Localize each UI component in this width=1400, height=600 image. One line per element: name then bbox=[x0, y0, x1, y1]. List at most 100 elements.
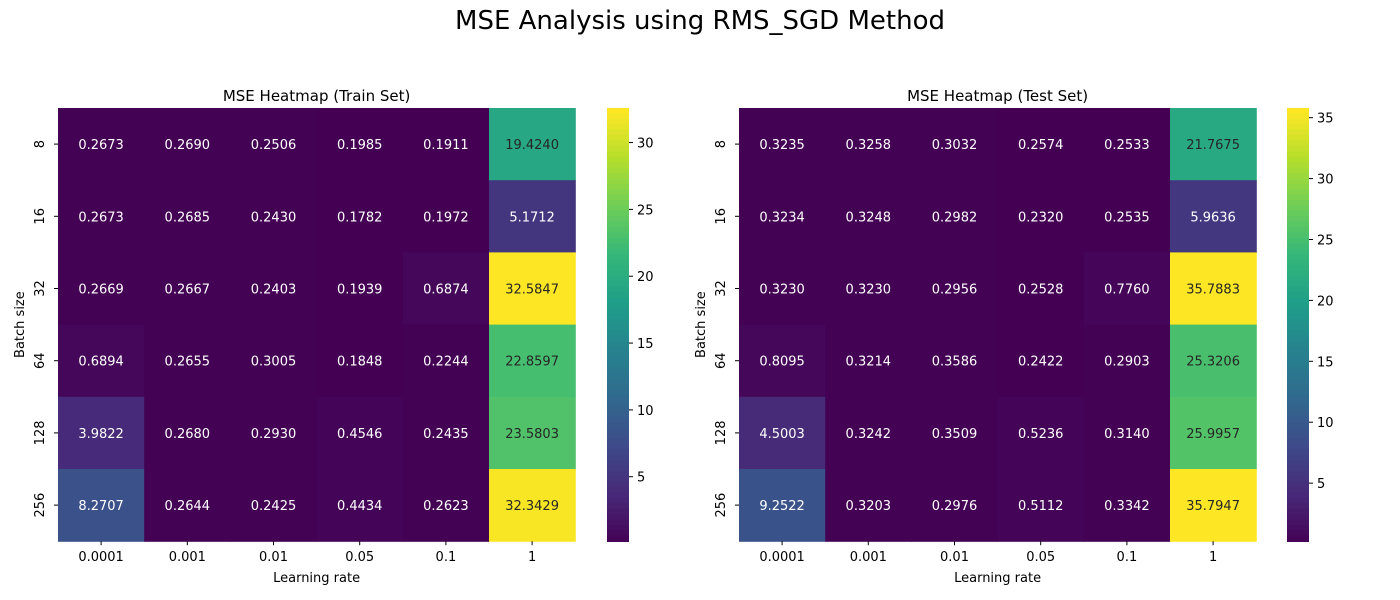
heatmap-cell bbox=[739, 180, 826, 253]
colorbar-segment bbox=[1287, 265, 1309, 272]
colorbar-segment bbox=[607, 394, 629, 402]
colorbar-segment bbox=[1287, 216, 1309, 223]
heatmap-cell bbox=[489, 180, 576, 253]
heatmap-cell bbox=[316, 324, 404, 398]
heatmap-cell bbox=[997, 252, 1085, 326]
colorbar-segment bbox=[607, 200, 629, 207]
cell-value-label: 0.3140 bbox=[1104, 427, 1150, 442]
cell-value-label: 0.2690 bbox=[165, 138, 211, 153]
cell-value-label: 25.9957 bbox=[1186, 427, 1240, 442]
heatmap-cell bbox=[230, 108, 318, 181]
cell-value-label: 0.2903 bbox=[1104, 355, 1150, 370]
heatmap-cell bbox=[997, 108, 1085, 181]
heatmap-cell bbox=[58, 324, 145, 398]
colorbar-segment bbox=[1287, 156, 1309, 163]
colorbar-segment bbox=[1287, 476, 1309, 483]
cell-value-label: 0.5236 bbox=[1018, 427, 1064, 442]
colorbar-segment bbox=[1287, 524, 1309, 532]
colorbar-segment bbox=[1287, 108, 1309, 115]
cell-value-label: 0.3235 bbox=[759, 138, 805, 153]
heatmap-cell bbox=[1170, 469, 1257, 542]
colorbar-segment bbox=[1287, 443, 1309, 450]
heatmap-cell bbox=[911, 180, 999, 253]
colorbar-segment bbox=[1287, 248, 1309, 256]
colorbar-segment bbox=[607, 362, 629, 369]
subplot-title: MSE Heatmap (Test Set) bbox=[907, 87, 1088, 105]
cell-value-label: 8.2707 bbox=[78, 499, 124, 514]
figure-title: MSE Analysis using RMS_SGD Method bbox=[455, 6, 945, 36]
colorbar-segment bbox=[1287, 324, 1309, 331]
x-tick-label: 0.01 bbox=[940, 550, 969, 565]
heatmap-cell bbox=[230, 396, 318, 470]
colorbar-segment bbox=[607, 178, 629, 185]
colorbar-segment bbox=[1287, 210, 1309, 218]
colorbar-segment bbox=[607, 232, 629, 239]
cell-value-label: 0.2956 bbox=[932, 283, 978, 298]
cell-value-label: 0.1911 bbox=[423, 138, 469, 153]
colorbar-tick-label: 10 bbox=[1317, 416, 1334, 431]
heatmap-cell bbox=[911, 396, 999, 470]
heatmap-cell bbox=[316, 108, 404, 181]
heatmap-cell bbox=[144, 324, 231, 398]
colorbar-segment bbox=[607, 275, 629, 283]
cell-value-label: 0.6874 bbox=[423, 283, 469, 298]
heatmap-cell bbox=[1083, 469, 1171, 542]
colorbar-segment bbox=[1287, 362, 1309, 369]
cell-value-label: 0.3214 bbox=[846, 355, 892, 370]
heatmap-cell bbox=[911, 252, 999, 326]
colorbar-segment bbox=[607, 145, 629, 153]
heatmap-cell bbox=[489, 324, 576, 398]
colorbar-segment bbox=[1287, 194, 1309, 201]
colorbar-segment bbox=[1287, 270, 1309, 277]
x-tick-label: 0.01 bbox=[259, 550, 288, 565]
cell-value-label: 0.2669 bbox=[78, 283, 124, 298]
colorbar-segment bbox=[1287, 432, 1309, 440]
colorbar-segment bbox=[1287, 113, 1309, 120]
cell-value-label: 0.3248 bbox=[846, 210, 892, 225]
colorbar-segment bbox=[607, 351, 629, 358]
heatmap-cell bbox=[1170, 324, 1257, 398]
cell-value-label: 0.2320 bbox=[1018, 210, 1064, 225]
cell-value-label: 5.9636 bbox=[1190, 210, 1236, 225]
colorbar-segment bbox=[1287, 178, 1309, 185]
cell-value-label: 22.8597 bbox=[505, 355, 559, 370]
heatmap-cell bbox=[316, 469, 404, 542]
cell-value-label: 0.2403 bbox=[251, 283, 297, 298]
colorbar-segment bbox=[1287, 427, 1309, 434]
colorbar-segment bbox=[607, 292, 629, 299]
colorbar-segment bbox=[1287, 227, 1309, 234]
heatmap-cell bbox=[489, 469, 576, 542]
x-tick-label: 1 bbox=[528, 550, 536, 565]
cell-value-label: 0.2680 bbox=[165, 427, 211, 442]
cell-value-label: 0.8095 bbox=[759, 355, 805, 370]
x-tick-label: 0.001 bbox=[169, 550, 206, 565]
colorbar-segment bbox=[1287, 330, 1309, 337]
heatmap-cell bbox=[230, 180, 318, 253]
cell-value-label: 0.5112 bbox=[1018, 499, 1064, 514]
colorbar-segment bbox=[607, 384, 629, 391]
heatmap-panel-2: 0.3235 0.3258 0.3032 0.2574 0.2533 21.7675 0.3… bbox=[694, 87, 1334, 586]
cell-value-label: 0.2574 bbox=[1018, 138, 1064, 153]
colorbar-tick-label: 10 bbox=[637, 404, 654, 419]
colorbar-segment bbox=[1287, 243, 1309, 250]
colorbar-segment bbox=[607, 535, 629, 542]
colorbar-segment bbox=[607, 487, 629, 494]
colorbar-segment bbox=[607, 330, 629, 337]
colorbar-segment bbox=[1287, 135, 1309, 142]
heatmap-cell bbox=[144, 469, 231, 542]
y-tick-label: 256 bbox=[33, 493, 48, 518]
colorbar-segment bbox=[1287, 124, 1309, 131]
y-tick-label: 8 bbox=[33, 140, 48, 148]
colorbar-tick-label: 15 bbox=[637, 337, 654, 352]
colorbar-segment bbox=[607, 124, 629, 131]
colorbar-segment bbox=[1287, 519, 1309, 526]
colorbar-segment bbox=[607, 503, 629, 510]
colorbar-segment bbox=[1287, 535, 1309, 542]
heatmap-cell bbox=[144, 108, 231, 181]
colorbar-segment bbox=[607, 210, 629, 218]
colorbar-tick-label: 25 bbox=[1317, 233, 1334, 248]
colorbar-segment bbox=[1287, 145, 1309, 153]
cell-value-label: 0.2535 bbox=[1104, 210, 1150, 225]
heatmap-cell bbox=[911, 324, 999, 398]
heatmap-cell bbox=[1083, 324, 1171, 398]
